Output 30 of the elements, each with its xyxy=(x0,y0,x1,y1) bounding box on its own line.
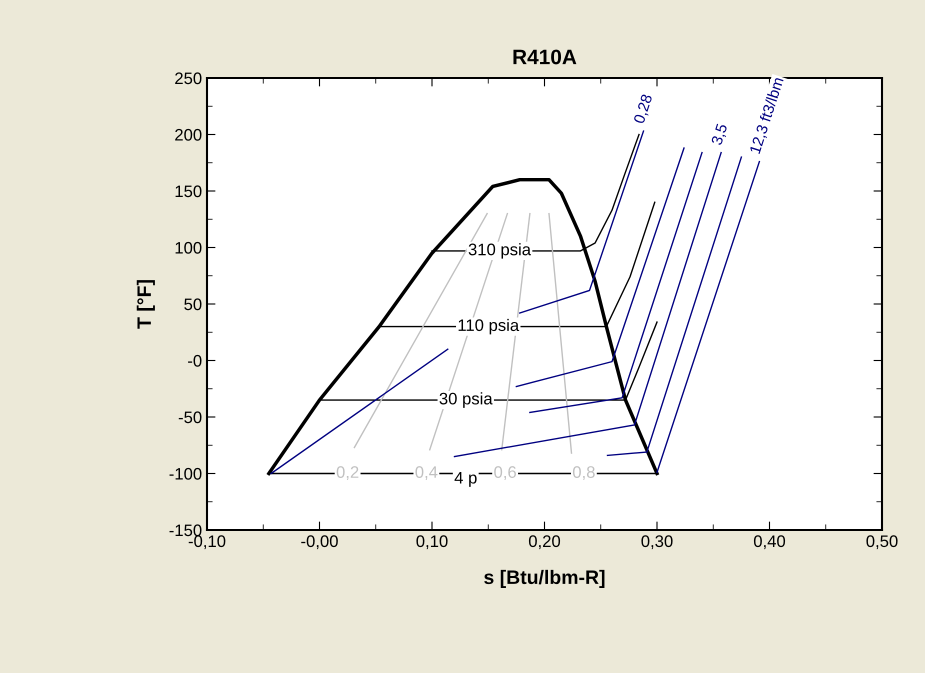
y-tick-label: 50 xyxy=(184,298,202,310)
y-tick-label: -100 xyxy=(170,468,202,480)
y-tick-label: 150 xyxy=(176,185,202,198)
annotation: 310 psia xyxy=(468,243,532,259)
x-tick-label: 0,40 xyxy=(754,535,786,550)
annotation: 0,4 xyxy=(415,466,438,480)
annotation: 0,28 xyxy=(633,94,654,125)
x-tick-label: -0,10 xyxy=(188,535,226,550)
annotation: 30 psia xyxy=(440,392,493,408)
x-tick-label: 0,30 xyxy=(641,535,673,550)
x-axis-title: s [Btu/lbm-R] xyxy=(484,570,604,588)
y-tick-label: 200 xyxy=(175,128,202,141)
x-tick-label: 0,10 xyxy=(416,535,448,550)
annotation: 12,3 ft3/lbm xyxy=(748,76,786,155)
y-tick-label: -0 xyxy=(188,354,202,367)
annotation: 110 psia xyxy=(458,318,520,334)
x-tick-label: 0,20 xyxy=(528,535,560,550)
annotation: 4 p xyxy=(454,472,477,487)
annotation: 0,2 xyxy=(336,466,358,480)
annotation: 0,6 xyxy=(494,466,516,480)
annotation: 0,8 xyxy=(572,466,595,480)
y-tick-label: -150 xyxy=(170,524,202,536)
chart-title: R410A xyxy=(513,50,576,64)
y-axis-title: T [°F] xyxy=(136,280,155,329)
x-tick-label: -0,00 xyxy=(301,535,338,550)
annotation: 3,5 xyxy=(710,123,730,146)
y-tick-label: -50 xyxy=(178,411,202,424)
y-tick-label: 250 xyxy=(175,72,202,84)
x-tick-label: 0,50 xyxy=(866,535,898,550)
y-tick-label: 100 xyxy=(176,242,202,254)
